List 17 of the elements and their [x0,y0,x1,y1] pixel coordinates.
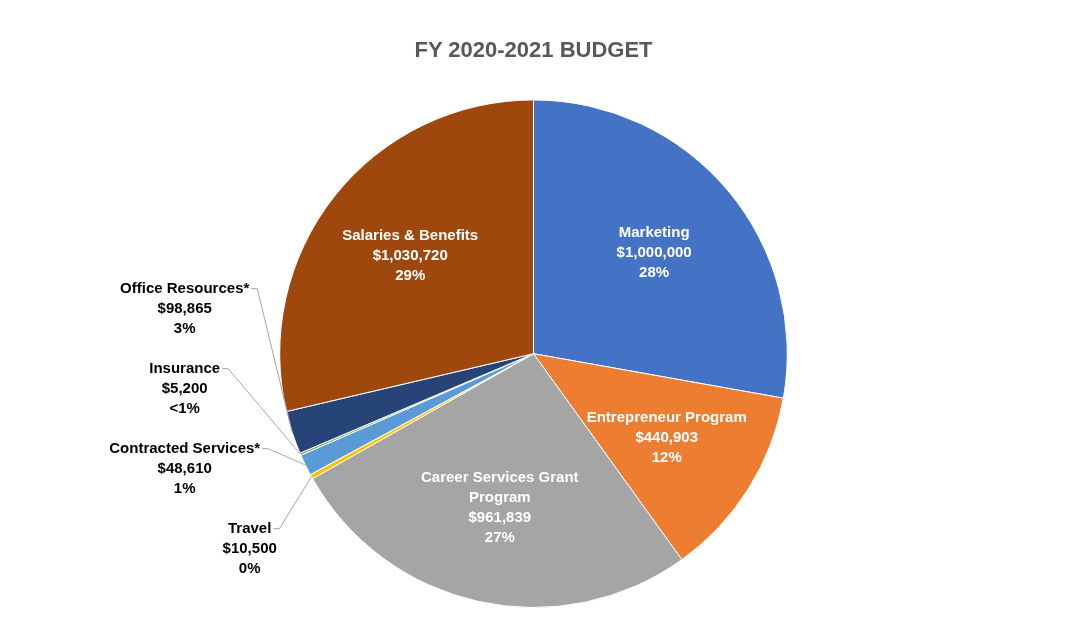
slice-label: Travel [228,518,272,536]
slice-label: Insurance [149,358,221,376]
slice-label: Salaries & Benefits [342,226,479,244]
data-label: $5,200 <1% [161,378,208,416]
data-label: $440,903 12% [635,427,698,465]
data-label: $98,865 3% [157,298,212,336]
slice-label: Marketing [618,222,690,240]
data-label: $1,000,000 28% [616,242,692,280]
slice-label: Career Services Grant Program [421,467,579,505]
data-label: $961,839 27% [468,507,532,545]
data-label: $10,500 0% [222,538,277,576]
slice-label: Office Resources* [120,278,250,296]
slice-label: Entrepreneur Program [586,407,747,425]
slice-label: Contracted Services* [109,438,261,456]
data-label: $1,030,720 29% [372,246,448,284]
chart-title: FY 2020-2021 BUDGET [414,37,654,63]
data-label: $48,610 1% [157,458,212,496]
